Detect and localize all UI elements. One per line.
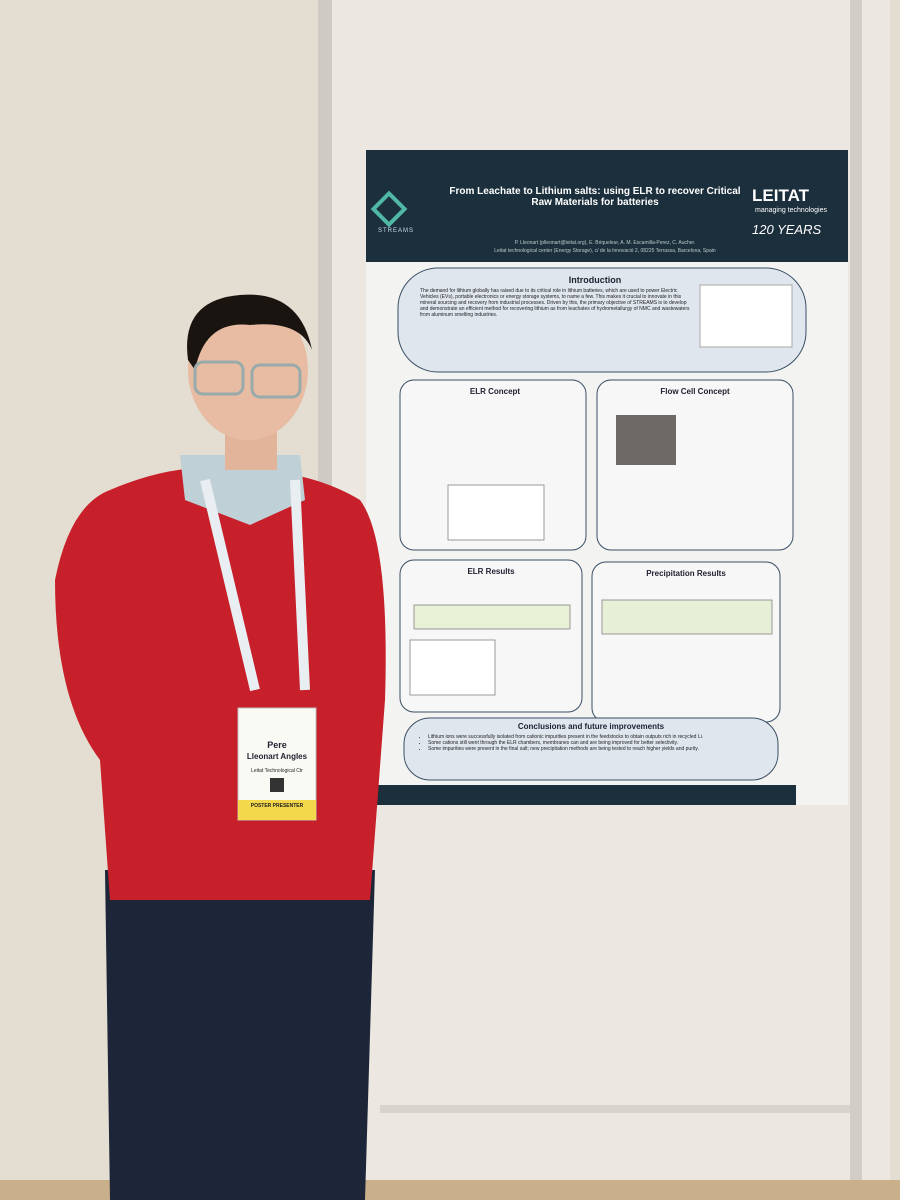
cv-plot (447, 484, 545, 541)
poster-footer (376, 785, 796, 805)
glasses (193, 360, 245, 396)
section-heading: Introduction (568, 275, 622, 285)
jeans (105, 870, 375, 1200)
results-table (413, 604, 571, 630)
conclusion-item: Some cations still went through the ELR … (428, 740, 768, 746)
panel-frame (850, 0, 862, 1190)
intro-chart (699, 284, 793, 348)
flow-cell-photo (616, 415, 676, 465)
conclusion-item: Lithium ions were successfully isolated … (428, 734, 768, 740)
section-heading: Precipitation Results (646, 569, 726, 578)
badge-first-name: Pere (267, 740, 287, 750)
intro-text: The demand for lithium globally has rais… (420, 288, 690, 318)
badge-organization: Leitat Technological Ctr (251, 768, 303, 774)
badge-qr (270, 778, 284, 792)
authors: P. Lleonart (plleonart@leitat.org), E. B… (514, 240, 696, 246)
conclusions-box (403, 717, 779, 781)
lanyard (200, 478, 310, 692)
badge-role: POSTER PRESENTER (250, 803, 304, 809)
badge-last-name: Lleonart Angles (246, 752, 308, 761)
section-heading: ELR Results (467, 567, 515, 576)
brand-tagline: managing technologies (755, 207, 827, 214)
results-chart (409, 639, 496, 696)
face (188, 300, 308, 440)
precipitation-box (591, 561, 781, 723)
brand: LEITAT (752, 186, 809, 205)
hair (187, 294, 312, 370)
conclusion-item: Some impurities were present in the fina… (428, 746, 768, 752)
glasses (250, 363, 302, 399)
section-heading: Conclusions and future improvements (517, 722, 665, 731)
badge-stripe (238, 800, 316, 820)
poster-header (366, 150, 848, 262)
precipitation-table (601, 599, 773, 635)
affiliation: Leitat technological center (Energy Stor… (494, 248, 716, 254)
section-heading: ELR Concept (469, 387, 521, 396)
anniversary: 120 YEARS (752, 222, 822, 237)
logo-text: STREAMS (378, 228, 415, 234)
section-heading: Flow Cell Concept (660, 387, 730, 396)
poster-title: From Leachate to Lithium salts: using EL… (449, 186, 741, 208)
panel-rail (380, 1105, 850, 1113)
conclusions-list: Lithium ions were successfully isolated … (420, 734, 768, 752)
logo-icon (370, 190, 408, 228)
